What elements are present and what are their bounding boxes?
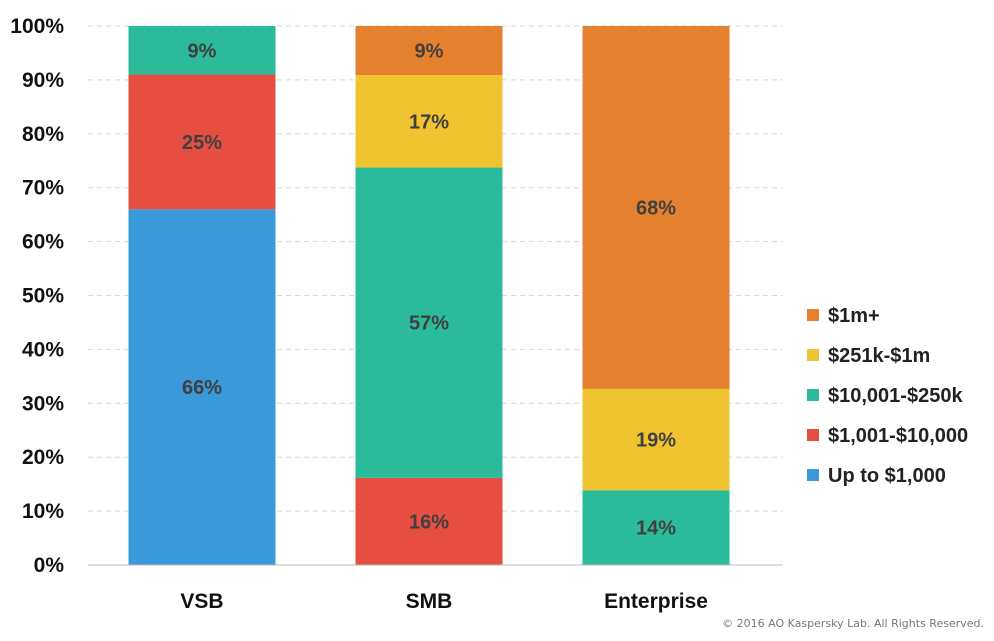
bar-segment [128, 209, 276, 565]
bar-segment [355, 26, 503, 75]
bar-segment [355, 477, 503, 565]
data-label: 25% [182, 132, 222, 154]
legend-swatch [807, 309, 819, 321]
bar-segment [355, 75, 503, 168]
legend-label: $1m+ [828, 305, 880, 327]
y-tick-label: 10% [22, 500, 64, 523]
bar-segment [355, 167, 503, 478]
y-tick-label: 70% [22, 177, 64, 200]
data-label: 57% [409, 313, 449, 335]
data-label: 19% [636, 430, 676, 452]
data-label: 9% [415, 41, 444, 63]
legend-swatch [807, 349, 819, 361]
data-label: 14% [636, 518, 676, 540]
legend-swatch [807, 389, 819, 401]
bar-segment [128, 26, 276, 75]
y-tick-label: 20% [22, 446, 64, 469]
data-label: 16% [409, 511, 449, 533]
legend-label: $10,001-$250k [828, 385, 963, 407]
bar-segment [128, 74, 276, 210]
legend-label: $1,001-$10,000 [828, 425, 968, 447]
x-tick-label: SMB [406, 590, 453, 613]
y-tick-label: 0% [34, 554, 65, 577]
y-tick-label: 90% [22, 69, 64, 92]
copyright-text: © 2016 AO Kaspersky Lab. All Rights Rese… [722, 617, 984, 630]
y-tick-label: 50% [22, 285, 64, 308]
data-label: 68% [636, 197, 676, 219]
legend-label: $251k-$1m [828, 345, 930, 367]
x-tick-label: Enterprise [604, 590, 708, 613]
data-label: 66% [182, 377, 222, 399]
y-tick-label: 40% [22, 338, 64, 361]
y-tick-label: 60% [22, 231, 64, 254]
y-tick-label: 100% [10, 15, 64, 38]
data-label: 17% [409, 111, 449, 133]
bar-segment [582, 26, 730, 389]
y-tick-label: 80% [22, 123, 64, 146]
data-label: 9% [188, 40, 217, 62]
bar-segment [582, 388, 730, 491]
x-tick-label: VSB [180, 590, 223, 613]
legend-swatch [807, 429, 819, 441]
bar-segment [582, 490, 730, 565]
legend-swatch [807, 469, 819, 481]
legend-label: Up to $1,000 [828, 465, 946, 487]
y-tick-label: 30% [22, 392, 64, 415]
